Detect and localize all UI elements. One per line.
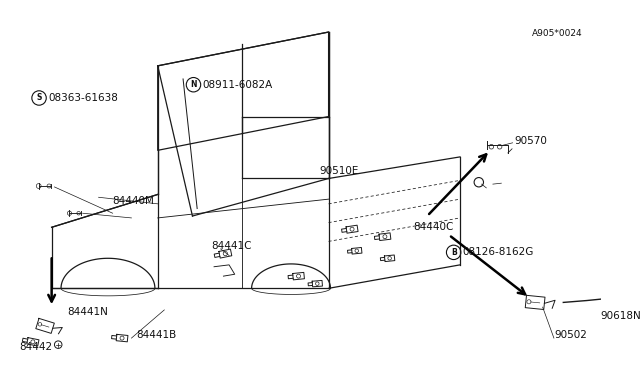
Text: N: N <box>190 80 196 89</box>
Text: 84441N: 84441N <box>68 307 108 317</box>
Text: A905*0024: A905*0024 <box>532 29 583 38</box>
Text: 84440C: 84440C <box>413 222 454 232</box>
Text: B: B <box>451 248 456 257</box>
Text: 90510E: 90510E <box>319 166 358 176</box>
Text: 08126-8162G: 08126-8162G <box>463 247 534 257</box>
Text: 08911-6082A: 08911-6082A <box>202 80 273 90</box>
Text: 84442: 84442 <box>19 343 52 353</box>
Text: 84440M: 84440M <box>113 196 154 206</box>
Text: 84441B: 84441B <box>136 330 177 340</box>
Text: 08363-61638: 08363-61638 <box>48 93 118 103</box>
Text: 84441C: 84441C <box>211 241 252 251</box>
Text: 90618N: 90618N <box>601 311 640 321</box>
Text: 90570: 90570 <box>515 136 547 146</box>
Text: 90502: 90502 <box>554 330 587 340</box>
Text: S: S <box>36 93 42 103</box>
